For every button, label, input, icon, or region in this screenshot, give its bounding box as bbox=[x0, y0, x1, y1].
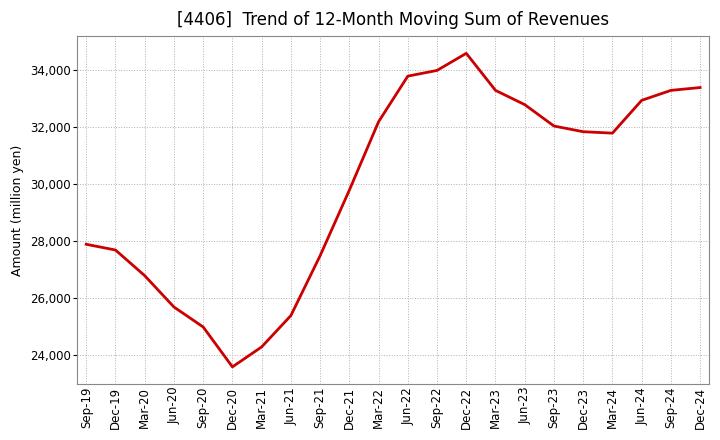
Y-axis label: Amount (million yen): Amount (million yen) bbox=[11, 144, 24, 276]
Title: [4406]  Trend of 12-Month Moving Sum of Revenues: [4406] Trend of 12-Month Moving Sum of R… bbox=[177, 11, 609, 29]
